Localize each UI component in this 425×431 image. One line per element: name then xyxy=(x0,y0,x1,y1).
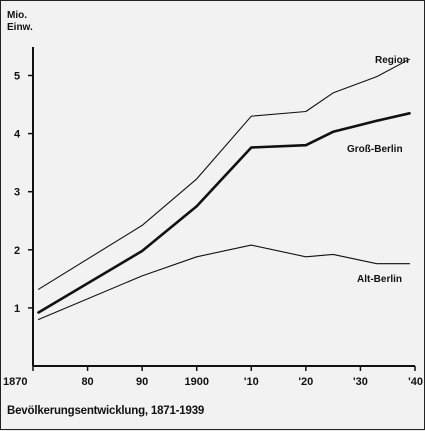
x-tick-label: '20 xyxy=(298,376,313,388)
x-tick-label: '40 xyxy=(408,376,423,388)
series-line-region xyxy=(37,58,411,290)
y-tick-label: 5 xyxy=(14,70,20,82)
series-line-gro-berlin xyxy=(37,112,411,314)
x-tick-label: '30 xyxy=(353,376,368,388)
x-tick-label: 80 xyxy=(81,376,93,388)
chart-caption: Bevölkerungsentwicklung, 1871-1939 xyxy=(7,405,205,417)
series-label-gro-berlin: Groß-Berlin xyxy=(347,144,403,155)
series-line-alt-berlin xyxy=(37,244,411,321)
y-tick-label: 3 xyxy=(14,187,20,199)
x-tick-label: 1900 xyxy=(184,376,208,388)
x-tick-label: 90 xyxy=(136,376,148,388)
series-label-alt-berlin: Alt-Berlin xyxy=(357,274,402,285)
y-tick-label: 1 xyxy=(14,303,20,315)
x-tick-label: 1870 xyxy=(3,376,27,388)
y-tick-label: 4 xyxy=(14,129,21,141)
x-tick-label: '10 xyxy=(244,376,259,388)
y-axis-label-line2: Einw. xyxy=(7,22,33,33)
series-label-region: Region xyxy=(375,55,409,66)
y-axis-label-line1: Mio. xyxy=(7,10,27,21)
y-tick-label: 2 xyxy=(14,245,20,257)
